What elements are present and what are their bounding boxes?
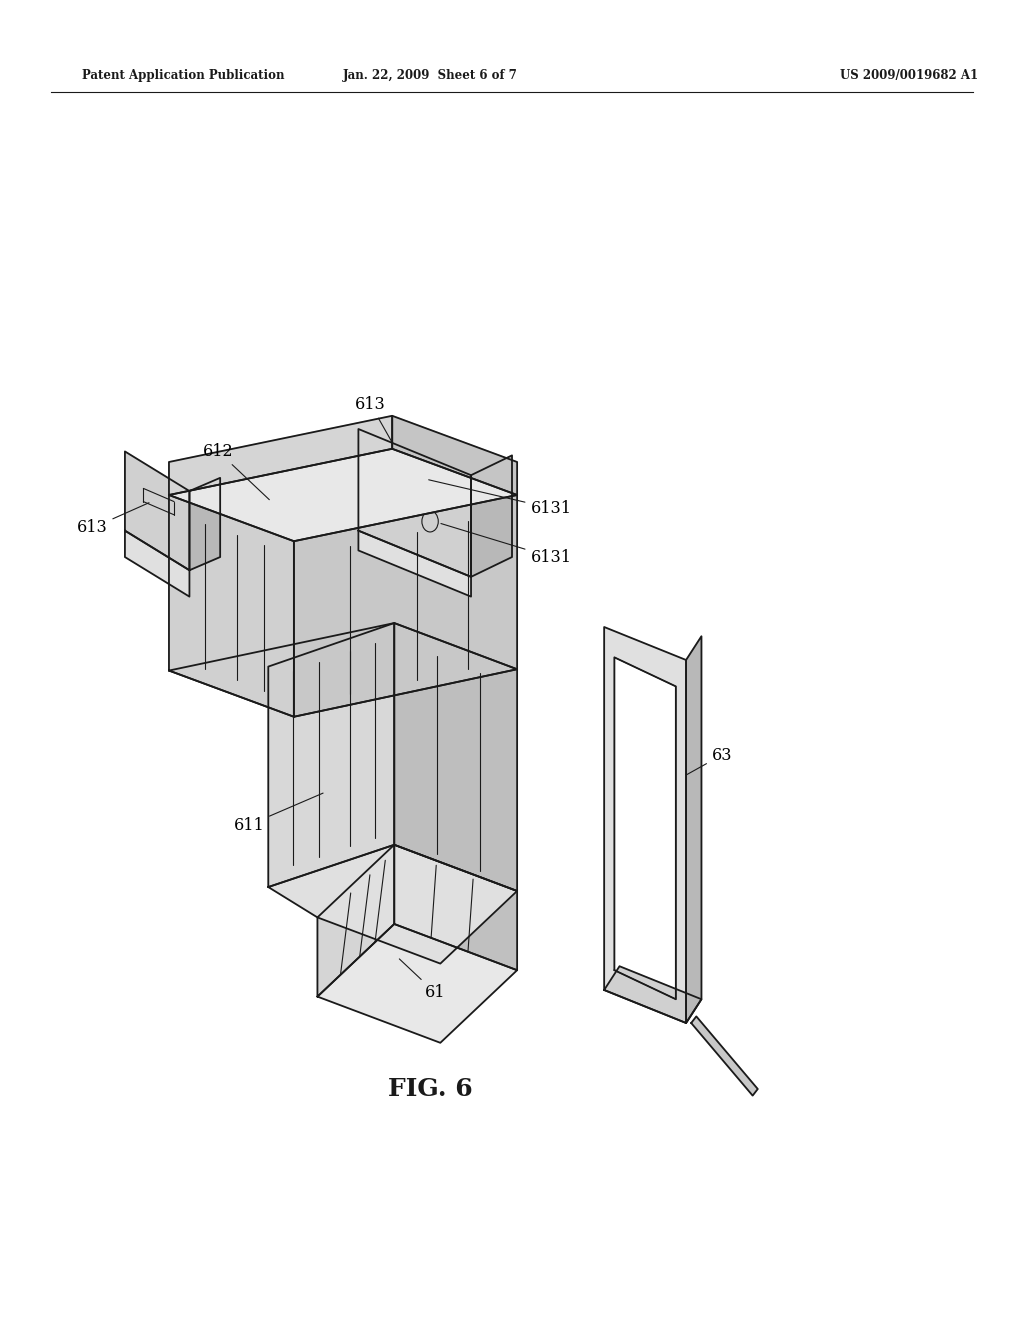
Polygon shape — [268, 623, 394, 887]
Polygon shape — [358, 429, 471, 577]
Polygon shape — [691, 1016, 758, 1096]
Polygon shape — [189, 478, 220, 570]
Polygon shape — [317, 924, 517, 1043]
Text: 613: 613 — [77, 503, 150, 536]
Text: 613: 613 — [355, 396, 393, 444]
Text: 61: 61 — [399, 958, 445, 1001]
Polygon shape — [604, 966, 701, 1023]
Polygon shape — [169, 495, 294, 717]
Polygon shape — [169, 449, 517, 541]
Text: 6131: 6131 — [429, 479, 571, 516]
Polygon shape — [614, 657, 676, 999]
Polygon shape — [125, 451, 189, 570]
Polygon shape — [169, 623, 517, 717]
Polygon shape — [604, 627, 686, 1023]
Polygon shape — [125, 531, 189, 597]
Polygon shape — [686, 636, 701, 1023]
Text: 612: 612 — [203, 444, 269, 500]
Polygon shape — [358, 531, 471, 597]
Polygon shape — [392, 416, 517, 495]
Polygon shape — [394, 845, 517, 970]
Text: US 2009/0019682 A1: US 2009/0019682 A1 — [840, 69, 978, 82]
Polygon shape — [294, 495, 517, 717]
Text: FIG. 6: FIG. 6 — [388, 1077, 472, 1101]
Text: Jan. 22, 2009  Sheet 6 of 7: Jan. 22, 2009 Sheet 6 of 7 — [343, 69, 517, 82]
Polygon shape — [169, 416, 392, 495]
Text: 611: 611 — [233, 793, 324, 833]
Text: 6131: 6131 — [441, 524, 571, 565]
Polygon shape — [394, 623, 517, 891]
Polygon shape — [268, 845, 517, 964]
Text: Patent Application Publication: Patent Application Publication — [82, 69, 285, 82]
Text: 63: 63 — [686, 747, 732, 775]
Polygon shape — [471, 455, 512, 577]
Polygon shape — [317, 845, 394, 997]
